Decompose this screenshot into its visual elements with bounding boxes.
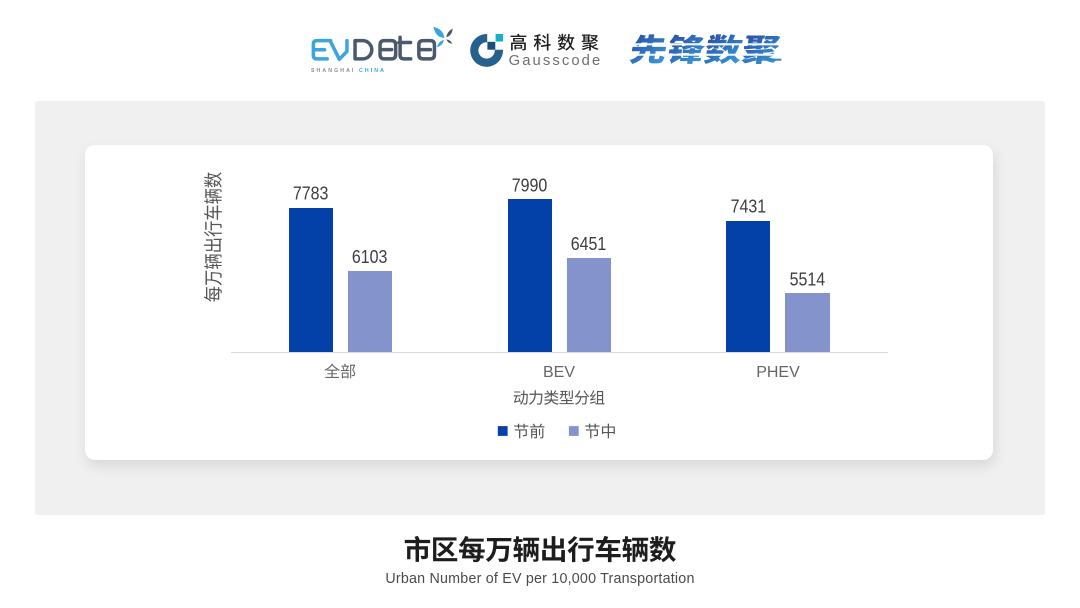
svg-text:7431: 7431 [731,196,767,217]
svg-text:6103: 6103 [352,246,388,267]
svg-text:6451: 6451 [571,233,607,254]
svg-text:5514: 5514 [790,268,826,289]
svg-text:7990: 7990 [512,174,548,195]
svg-text:7783: 7783 [293,182,329,203]
